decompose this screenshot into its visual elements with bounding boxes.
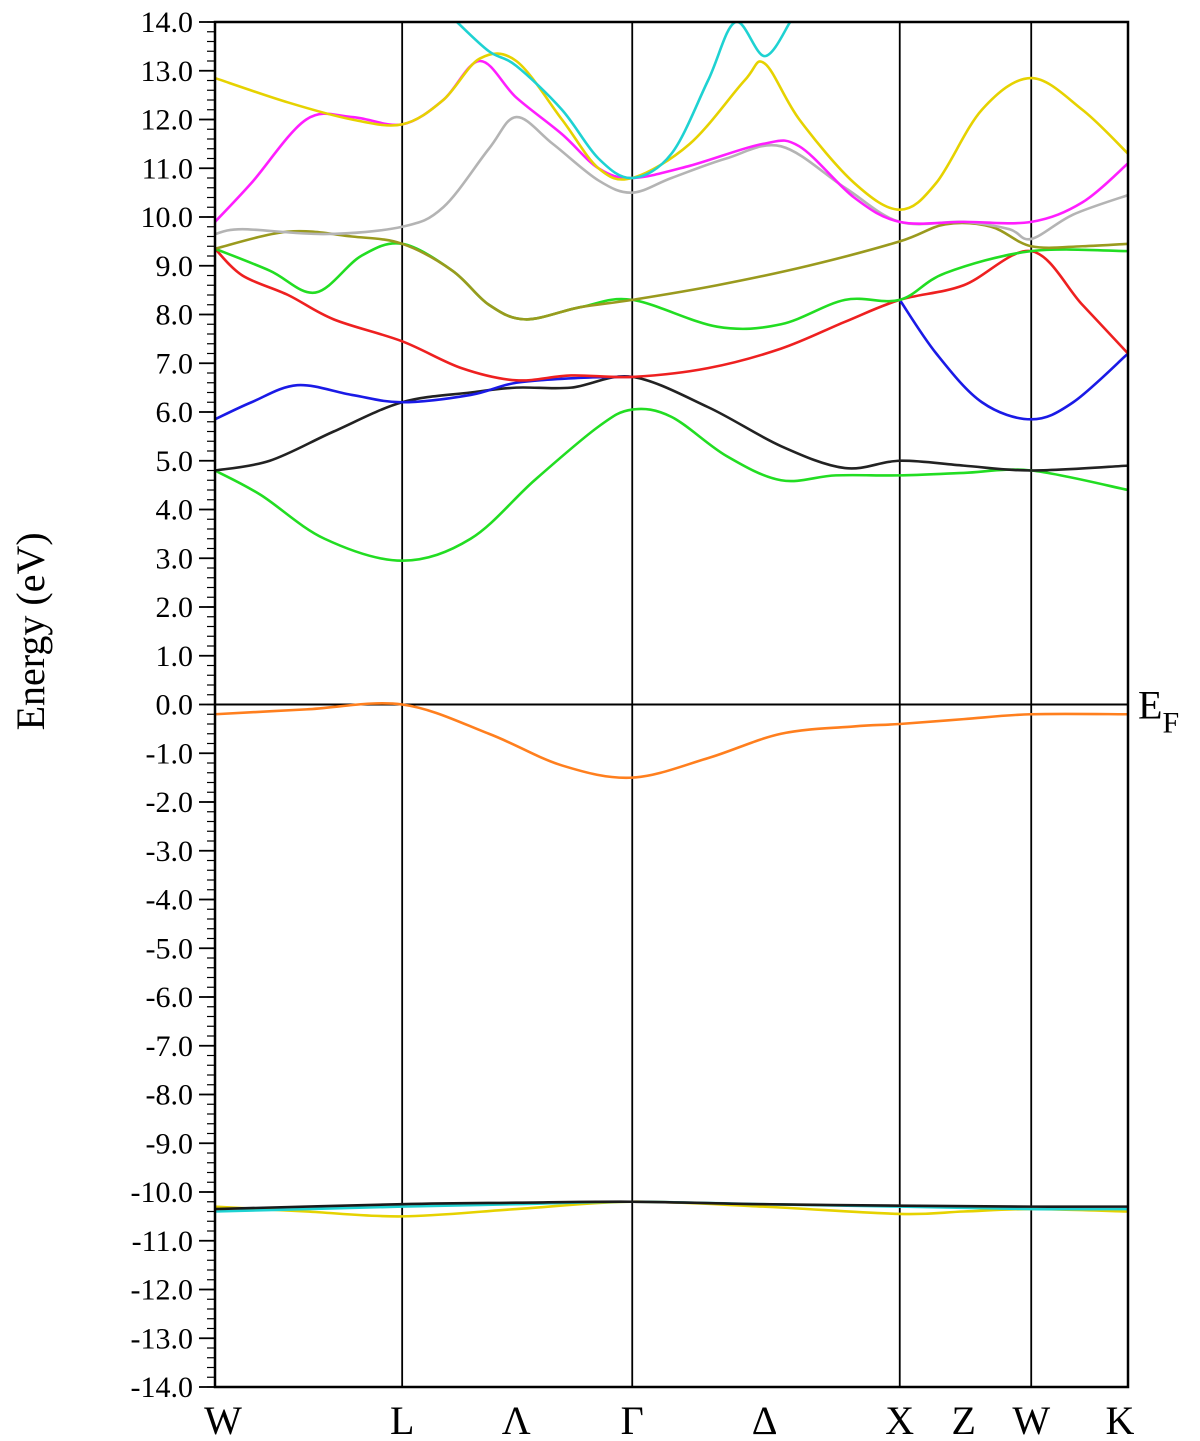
- y-tick-label: 4.0: [156, 494, 194, 527]
- y-tick-label: 9.0: [156, 250, 194, 283]
- y-tick-label: -3.0: [146, 835, 194, 868]
- y-tick-label: 8.0: [156, 299, 194, 332]
- x-tick-label: W: [204, 1398, 242, 1441]
- x-tick-label: Γ: [621, 1398, 644, 1441]
- x-tick-label: Z: [951, 1398, 975, 1441]
- x-tick-label: K: [1106, 1398, 1135, 1441]
- y-axis-label: Energy (eV): [8, 532, 53, 730]
- y-tick-label: 2.0: [156, 591, 194, 624]
- band-conduction-band-10: [455, 22, 792, 180]
- band-conduction-band-6: [215, 221, 1128, 321]
- band-conduction-band-7: [215, 115, 1128, 241]
- y-tick-label: -14.0: [131, 1371, 194, 1404]
- y-tick-label: 13.0: [141, 55, 194, 88]
- y-tick-label: 10.0: [141, 201, 194, 234]
- x-tick-label: X: [885, 1398, 914, 1441]
- y-tick-label: 5.0: [156, 445, 194, 478]
- y-tick-label: 14.0: [141, 6, 194, 39]
- y-tick-label: -13.0: [131, 1322, 194, 1355]
- x-tick-label: L: [390, 1398, 414, 1441]
- y-tick-label: 12.0: [141, 104, 194, 137]
- y-tick-label: -5.0: [146, 932, 194, 965]
- band-conduction-band-8: [215, 59, 1128, 225]
- x-tick-label: W: [1012, 1398, 1050, 1441]
- y-tick-label: -6.0: [146, 981, 194, 1014]
- fermi-level-label-subscript: F: [1162, 707, 1179, 740]
- fermi-level-label: EF: [1138, 683, 1179, 740]
- band-semicore-band-black: [215, 1200, 1128, 1211]
- y-tick-label: -10.0: [131, 1176, 194, 1209]
- y-tick-label: -2.0: [146, 786, 194, 819]
- band-conduction-band-5: [215, 242, 1128, 331]
- y-tick-label: -4.0: [146, 884, 194, 917]
- y-tick-label: 6.0: [156, 396, 194, 429]
- y-tick-labels: -14.0 -13.0 -12.0 -11.0 -10.0 -9.0 -8.0 -7.0 -6.…: [131, 6, 194, 1404]
- band-conduction-band-2: [215, 375, 1128, 472]
- band-conduction-band-4: [215, 247, 1128, 382]
- x-tick-label: Δ: [752, 1398, 778, 1441]
- band-conduction-band-3b: [898, 298, 1128, 421]
- y-tick-label: 3.0: [156, 542, 194, 575]
- y-tick-label: 1.0: [156, 640, 194, 673]
- y-tick-label: 7.0: [156, 347, 194, 380]
- y-tick-label: 11.0: [142, 152, 193, 185]
- band-conduction-band-9: [215, 52, 1128, 211]
- y-tick-label: -7.0: [146, 1030, 194, 1063]
- band-conduction-band-1: [215, 407, 1128, 562]
- y-major-ticks: [199, 21, 215, 1388]
- y-tick-label: -1.0: [146, 737, 194, 770]
- y-tick-label: -12.0: [131, 1274, 194, 1307]
- band-curves: [215, 22, 1128, 1218]
- y-tick-label: -9.0: [146, 1127, 194, 1160]
- x-tick-label: Λ: [502, 1398, 531, 1441]
- plot-frame: [213, 20, 1130, 1389]
- band-valence-band: [215, 701, 1128, 780]
- y-tick-label: -11.0: [132, 1225, 193, 1258]
- band-conduction-band-3: [215, 375, 634, 421]
- y-tick-label: -8.0: [146, 1079, 194, 1112]
- y-tick-label: 0.0: [156, 689, 194, 722]
- fermi-level-label-main: E: [1138, 683, 1162, 728]
